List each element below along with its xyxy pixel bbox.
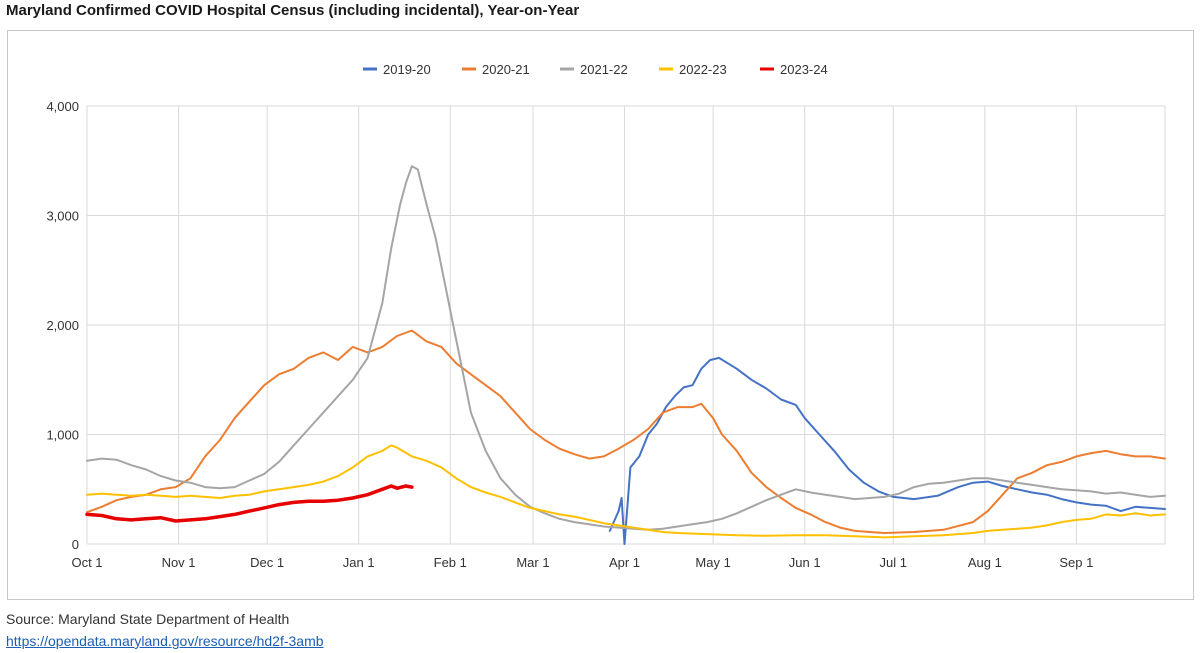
x-tick-label: Feb 1 xyxy=(434,555,467,570)
legend: 2019-20 2020-21 2021-22 2022-23 2023-24 xyxy=(363,62,828,77)
series-lines xyxy=(85,165,1166,545)
x-tick-label: Sep 1 xyxy=(1059,555,1093,570)
line-chart: 0 1,000 2,000 3,000 4,000 Oct 1 Nov 1 Dec 1 Jan … xyxy=(46,62,1166,570)
x-tick-label: Jul 1 xyxy=(880,555,907,570)
series-line-2022-23 xyxy=(86,444,1166,539)
x-tick-label: Jan 1 xyxy=(343,555,375,570)
chart-title: Maryland Confirmed COVID Hospital Census… xyxy=(6,2,580,19)
x-tick-label: Apr 1 xyxy=(609,555,640,570)
source-link[interactable]: https://opendata.maryland.gov/resource/h… xyxy=(6,633,324,649)
x-tick-label: May 1 xyxy=(695,555,730,570)
series-line-2020-21 xyxy=(86,329,1166,534)
x-tick-label: Aug 1 xyxy=(968,555,1002,570)
x-tick-label: Nov 1 xyxy=(162,555,196,570)
x-tick-label: Dec 1 xyxy=(250,555,284,570)
legend-label: 2020-21 xyxy=(482,62,530,77)
chart-area xyxy=(7,30,1194,600)
series-line-2023-24 xyxy=(85,484,414,523)
legend-label: 2021-22 xyxy=(580,62,628,77)
series-line-2021-22 xyxy=(86,165,1166,531)
axes: 0 1,000 2,000 3,000 4,000 Oct 1 Nov 1 Dec 1 Jan … xyxy=(46,99,1093,570)
gridlines xyxy=(86,105,1166,545)
y-tick-label: 3,000 xyxy=(46,209,79,224)
legend-label: 2019-20 xyxy=(383,62,431,77)
x-tick-label: Oct 1 xyxy=(71,555,102,570)
legend-label: 2022-23 xyxy=(679,62,727,77)
x-tick-label: Jun 1 xyxy=(789,555,821,570)
y-tick-label: 1,000 xyxy=(46,428,79,443)
y-tick-label: 0 xyxy=(72,537,79,552)
y-tick-label: 4,000 xyxy=(46,99,79,114)
legend-label: 2023-24 xyxy=(780,62,828,77)
y-tick-label: 2,000 xyxy=(46,318,79,333)
source-text: Source: Maryland State Department of Hea… xyxy=(6,611,290,627)
x-tick-label: Mar 1 xyxy=(516,555,549,570)
series-line-2019-20 xyxy=(608,356,1166,545)
